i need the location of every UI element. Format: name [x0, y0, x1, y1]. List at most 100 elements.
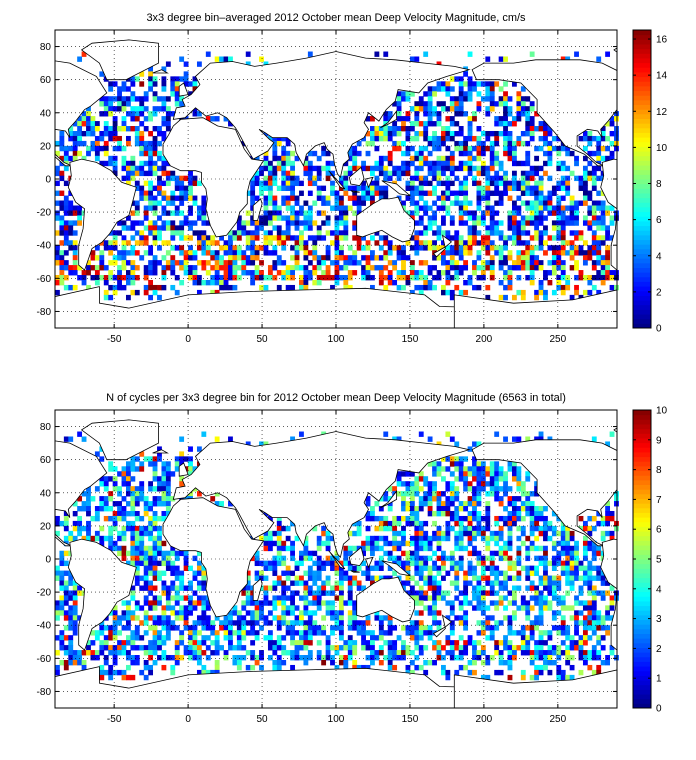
data-cell [188, 655, 193, 661]
data-cell [432, 645, 437, 651]
data-cell [534, 260, 540, 266]
data-cell [467, 550, 473, 557]
data-cell [582, 145, 588, 152]
data-cell [485, 565, 491, 571]
data-cell [321, 630, 327, 636]
data-cell [405, 471, 411, 477]
data-cell [392, 545, 398, 552]
data-cell [312, 235, 318, 241]
data-cell [201, 610, 207, 616]
data-cell [432, 140, 437, 147]
data-cell [338, 625, 344, 631]
data-cell [582, 620, 588, 626]
data-cell [161, 121, 167, 127]
data-cell [374, 650, 380, 656]
data-cell [485, 145, 491, 152]
data-cell [130, 155, 136, 162]
data-cell [125, 625, 131, 631]
data-cell [152, 501, 158, 507]
data-cell [423, 279, 429, 286]
coastline [365, 176, 374, 189]
data-cell [614, 140, 619, 147]
data-cell [112, 81, 118, 87]
data-cell [534, 565, 540, 571]
data-cell [511, 116, 517, 122]
data-cell [130, 160, 136, 167]
data-cell [152, 555, 158, 562]
data-cell [378, 535, 384, 542]
data-cell [494, 230, 500, 236]
data-cell [236, 645, 242, 651]
data-cell [498, 535, 504, 542]
data-cell [343, 180, 349, 187]
data-cell [498, 250, 504, 256]
data-cell [139, 101, 145, 107]
data-cell [520, 230, 526, 236]
data-cell [600, 625, 606, 631]
data-cell [458, 605, 464, 611]
data-cell [152, 625, 158, 631]
data-cell [183, 76, 189, 82]
data-cell [463, 645, 469, 651]
data-cell [476, 501, 482, 507]
data-cell [307, 600, 313, 606]
data-cell [196, 240, 202, 246]
data-cell [276, 140, 282, 147]
data-cell [236, 235, 242, 241]
data-cell [347, 620, 353, 626]
data-cell [547, 585, 553, 591]
data-cell [600, 575, 606, 581]
data-cell [276, 215, 282, 221]
data-cell [290, 270, 295, 276]
data-cell [409, 180, 415, 187]
colorbar-segment [633, 123, 651, 129]
data-cell [263, 560, 269, 567]
data-cell [139, 130, 145, 137]
data-cell [63, 284, 69, 291]
data-cell [507, 270, 513, 276]
data-cell [205, 615, 211, 621]
data-cell [312, 165, 318, 172]
data-cell [565, 250, 571, 256]
data-cell [334, 230, 340, 236]
data-cell [143, 116, 149, 122]
data-cell [63, 436, 69, 442]
data-cell [174, 565, 180, 571]
data-cell [188, 235, 193, 241]
data-cell [343, 160, 349, 167]
data-cell [520, 530, 526, 537]
data-cell [157, 165, 162, 172]
data-cell [436, 441, 442, 447]
data-cell [99, 101, 105, 107]
data-cell [458, 101, 464, 107]
data-cell [143, 275, 149, 281]
data-cell [276, 235, 282, 241]
data-cell [157, 150, 162, 157]
data-cell [596, 575, 602, 581]
data-cell [347, 610, 353, 616]
data-cell [201, 245, 207, 251]
data-cell [463, 471, 469, 477]
data-cell [458, 150, 464, 157]
data-cell [454, 265, 460, 271]
data-cell [343, 255, 349, 261]
data-cell [551, 260, 557, 266]
data-cell [516, 240, 522, 246]
data-cell [534, 190, 540, 196]
data-cell [543, 605, 548, 611]
data-cell [170, 220, 176, 226]
data-cell [352, 195, 358, 201]
data-cell [507, 515, 513, 522]
data-cell [560, 650, 566, 656]
data-cell [441, 255, 446, 261]
data-cell [72, 615, 78, 621]
data-cell [347, 585, 353, 591]
data-cell [174, 185, 180, 191]
data-cell [591, 650, 597, 656]
data-cell [192, 575, 198, 581]
data-cell [117, 620, 122, 626]
data-cell [565, 190, 571, 196]
data-cell [152, 496, 158, 502]
data-cell [356, 525, 362, 532]
data-cell [219, 645, 224, 651]
